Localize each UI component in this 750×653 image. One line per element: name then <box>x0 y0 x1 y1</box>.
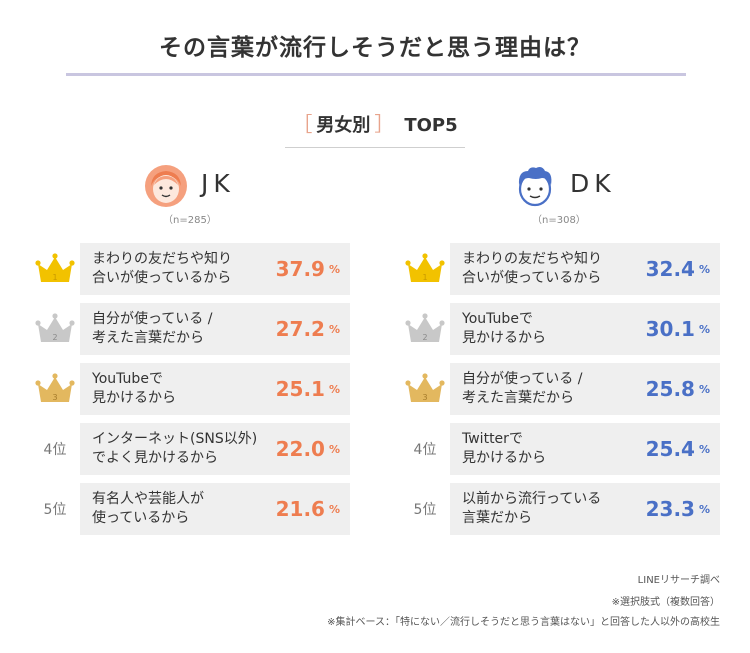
reason-card: まわりの友だちや知り 合いが使っているから 32.4% <box>450 243 720 295</box>
crown-icon: 2 <box>30 303 80 355</box>
reason-text: 以前から流行っている 言葉だから <box>462 491 602 526</box>
reason-text: まわりの友だちや知り 合いが使っているから <box>462 251 602 286</box>
reason-card: 自分が使っている / 考えた言葉だから 27.2% <box>80 303 350 355</box>
crown-icon: 3 <box>30 363 80 415</box>
percentage-number: 27.2 <box>275 317 325 341</box>
dk-header: DK （n=308） <box>512 163 712 226</box>
reason-text: YouTubeで 見かけるから <box>92 371 176 406</box>
reason-card: インターネット(SNS以外) でよく見かけるから 22.0% <box>80 423 350 475</box>
rank-text: 5位 <box>43 502 67 518</box>
reason-text: 自分が使っている / 考えた言葉だから <box>462 371 583 406</box>
percentage-number: 25.8 <box>645 377 695 401</box>
dk-rank-row: 3 自分が使っている / 考えた言葉だから 25.8% <box>400 363 720 415</box>
rank-label: 5位 <box>400 483 450 535</box>
percentage-unit: % <box>698 262 710 276</box>
reason-card: YouTubeで 見かけるから 25.1% <box>80 363 350 415</box>
percentage-value: 37.9% <box>276 243 340 295</box>
percentage-unit: % <box>328 382 340 396</box>
crown-rank-number: 2 <box>52 333 57 342</box>
dk-rank-row: 1 まわりの友だちや知り 合いが使っているから 32.4% <box>400 243 720 295</box>
footnote-base: ※集計ベース：「特にない／流行しそうだと思う言葉はない」と回答した人以外の高校生 <box>327 617 720 628</box>
jk-rank-row: 1 まわりの友だちや知り 合いが使っているから 37.9% <box>30 243 350 295</box>
percentage-number: 22.0 <box>275 437 325 461</box>
percentage-number: 37.9 <box>275 257 325 281</box>
reason-text: 有名人や芸能人が 使っているから <box>92 491 204 526</box>
reason-card: 以前から流行っている 言葉だから 23.3% <box>450 483 720 535</box>
subtitle-category: 男女別 <box>316 115 371 136</box>
jk-rank-row: 3 YouTubeで 見かけるから 25.1% <box>30 363 350 415</box>
percentage-number: 25.1 <box>275 377 325 401</box>
subtitle-bracket-close: ］ <box>374 112 395 136</box>
footnote-format: ※選択肢式（複数回答） <box>611 597 720 608</box>
percentage-unit: % <box>328 262 340 276</box>
percentage-unit: % <box>698 382 710 396</box>
jk-sample-size: （n=285） <box>163 215 217 226</box>
percentage-unit: % <box>328 502 340 516</box>
reason-text: 自分が使っている / 考えた言葉だから <box>92 311 213 346</box>
page-title: その言葉が流行しそうだと思う理由は？ <box>159 35 591 61</box>
crown-icon: 1 <box>400 243 450 295</box>
dk-rank-row: 5位 以前から流行っている 言葉だから 23.3% <box>400 483 720 535</box>
reason-card: Twitterで 見かけるから 25.4% <box>450 423 720 475</box>
percentage-value: 22.0% <box>276 423 340 475</box>
percentage-value: 25.4% <box>646 423 710 475</box>
crown-icon: 3 <box>400 363 450 415</box>
subtitle-top: TOP5 <box>404 115 458 136</box>
reason-card: 有名人や芸能人が 使っているから 21.6% <box>80 483 350 535</box>
rank-label: 5位 <box>30 483 80 535</box>
subtitle: ［ 男女別 ］ TOP5 <box>285 109 465 148</box>
percentage-value: 21.6% <box>276 483 340 535</box>
rank-text: 5位 <box>413 502 437 518</box>
reason-card: 自分が使っている / 考えた言葉だから 25.8% <box>450 363 720 415</box>
rank-text: 4位 <box>413 442 437 458</box>
rank-label: 4位 <box>400 423 450 475</box>
rank-text: 4位 <box>43 442 67 458</box>
reason-card: まわりの友だちや知り 合いが使っているから 37.9% <box>80 243 350 295</box>
title-divider <box>66 73 686 76</box>
reason-text: インターネット(SNS以外) でよく見かけるから <box>92 431 258 466</box>
reason-text: Twitterで 見かけるから <box>462 431 546 466</box>
percentage-number: 21.6 <box>275 497 325 521</box>
dk-rank-row: 2 YouTubeで 見かけるから 30.1% <box>400 303 720 355</box>
reason-text: まわりの友だちや知り 合いが使っているから <box>92 251 232 286</box>
reason-text: YouTubeで 見かけるから <box>462 311 546 346</box>
percentage-unit: % <box>698 502 710 516</box>
rank-label: 4位 <box>30 423 80 475</box>
percentage-number: 32.4 <box>645 257 695 281</box>
percentage-value: 30.1% <box>646 303 710 355</box>
crown-rank-number: 3 <box>422 393 427 402</box>
percentage-value: 25.8% <box>646 363 710 415</box>
dk-label: DK <box>570 169 616 198</box>
percentage-value: 32.4% <box>646 243 710 295</box>
reason-card: YouTubeで 見かけるから 30.1% <box>450 303 720 355</box>
percentage-value: 25.1% <box>276 363 340 415</box>
jk-rank-row: 2 自分が使っている / 考えた言葉だから 27.2% <box>30 303 350 355</box>
crown-rank-number: 2 <box>422 333 427 342</box>
dk-sample-size: （n=308） <box>532 215 586 226</box>
crown-rank-number: 3 <box>52 393 57 402</box>
footnote-source: LINEリサーチ調べ <box>637 575 720 586</box>
percentage-number: 30.1 <box>645 317 695 341</box>
crown-icon: 2 <box>400 303 450 355</box>
percentage-value: 23.3% <box>646 483 710 535</box>
subtitle-bracket-open: ［ <box>292 112 313 136</box>
percentage-number: 23.3 <box>645 497 695 521</box>
percentage-number: 25.4 <box>645 437 695 461</box>
percentage-value: 27.2% <box>276 303 340 355</box>
crown-icon: 1 <box>30 243 80 295</box>
crown-rank-number: 1 <box>422 273 427 282</box>
percentage-unit: % <box>698 442 710 456</box>
percentage-unit: % <box>698 322 710 336</box>
percentage-unit: % <box>328 442 340 456</box>
jk-rank-row: 4位 インターネット(SNS以外) でよく見かけるから 22.0% <box>30 423 350 475</box>
jk-rank-row: 5位 有名人や芸能人が 使っているから 21.6% <box>30 483 350 535</box>
dk-rank-row: 4位 Twitterで 見かけるから 25.4% <box>400 423 720 475</box>
crown-rank-number: 1 <box>52 273 57 282</box>
girl-face-icon <box>145 165 187 207</box>
jk-header: JK （n=285） <box>143 163 343 226</box>
jk-label: JK <box>201 169 235 198</box>
percentage-unit: % <box>328 322 340 336</box>
boy-face-icon <box>518 167 552 207</box>
